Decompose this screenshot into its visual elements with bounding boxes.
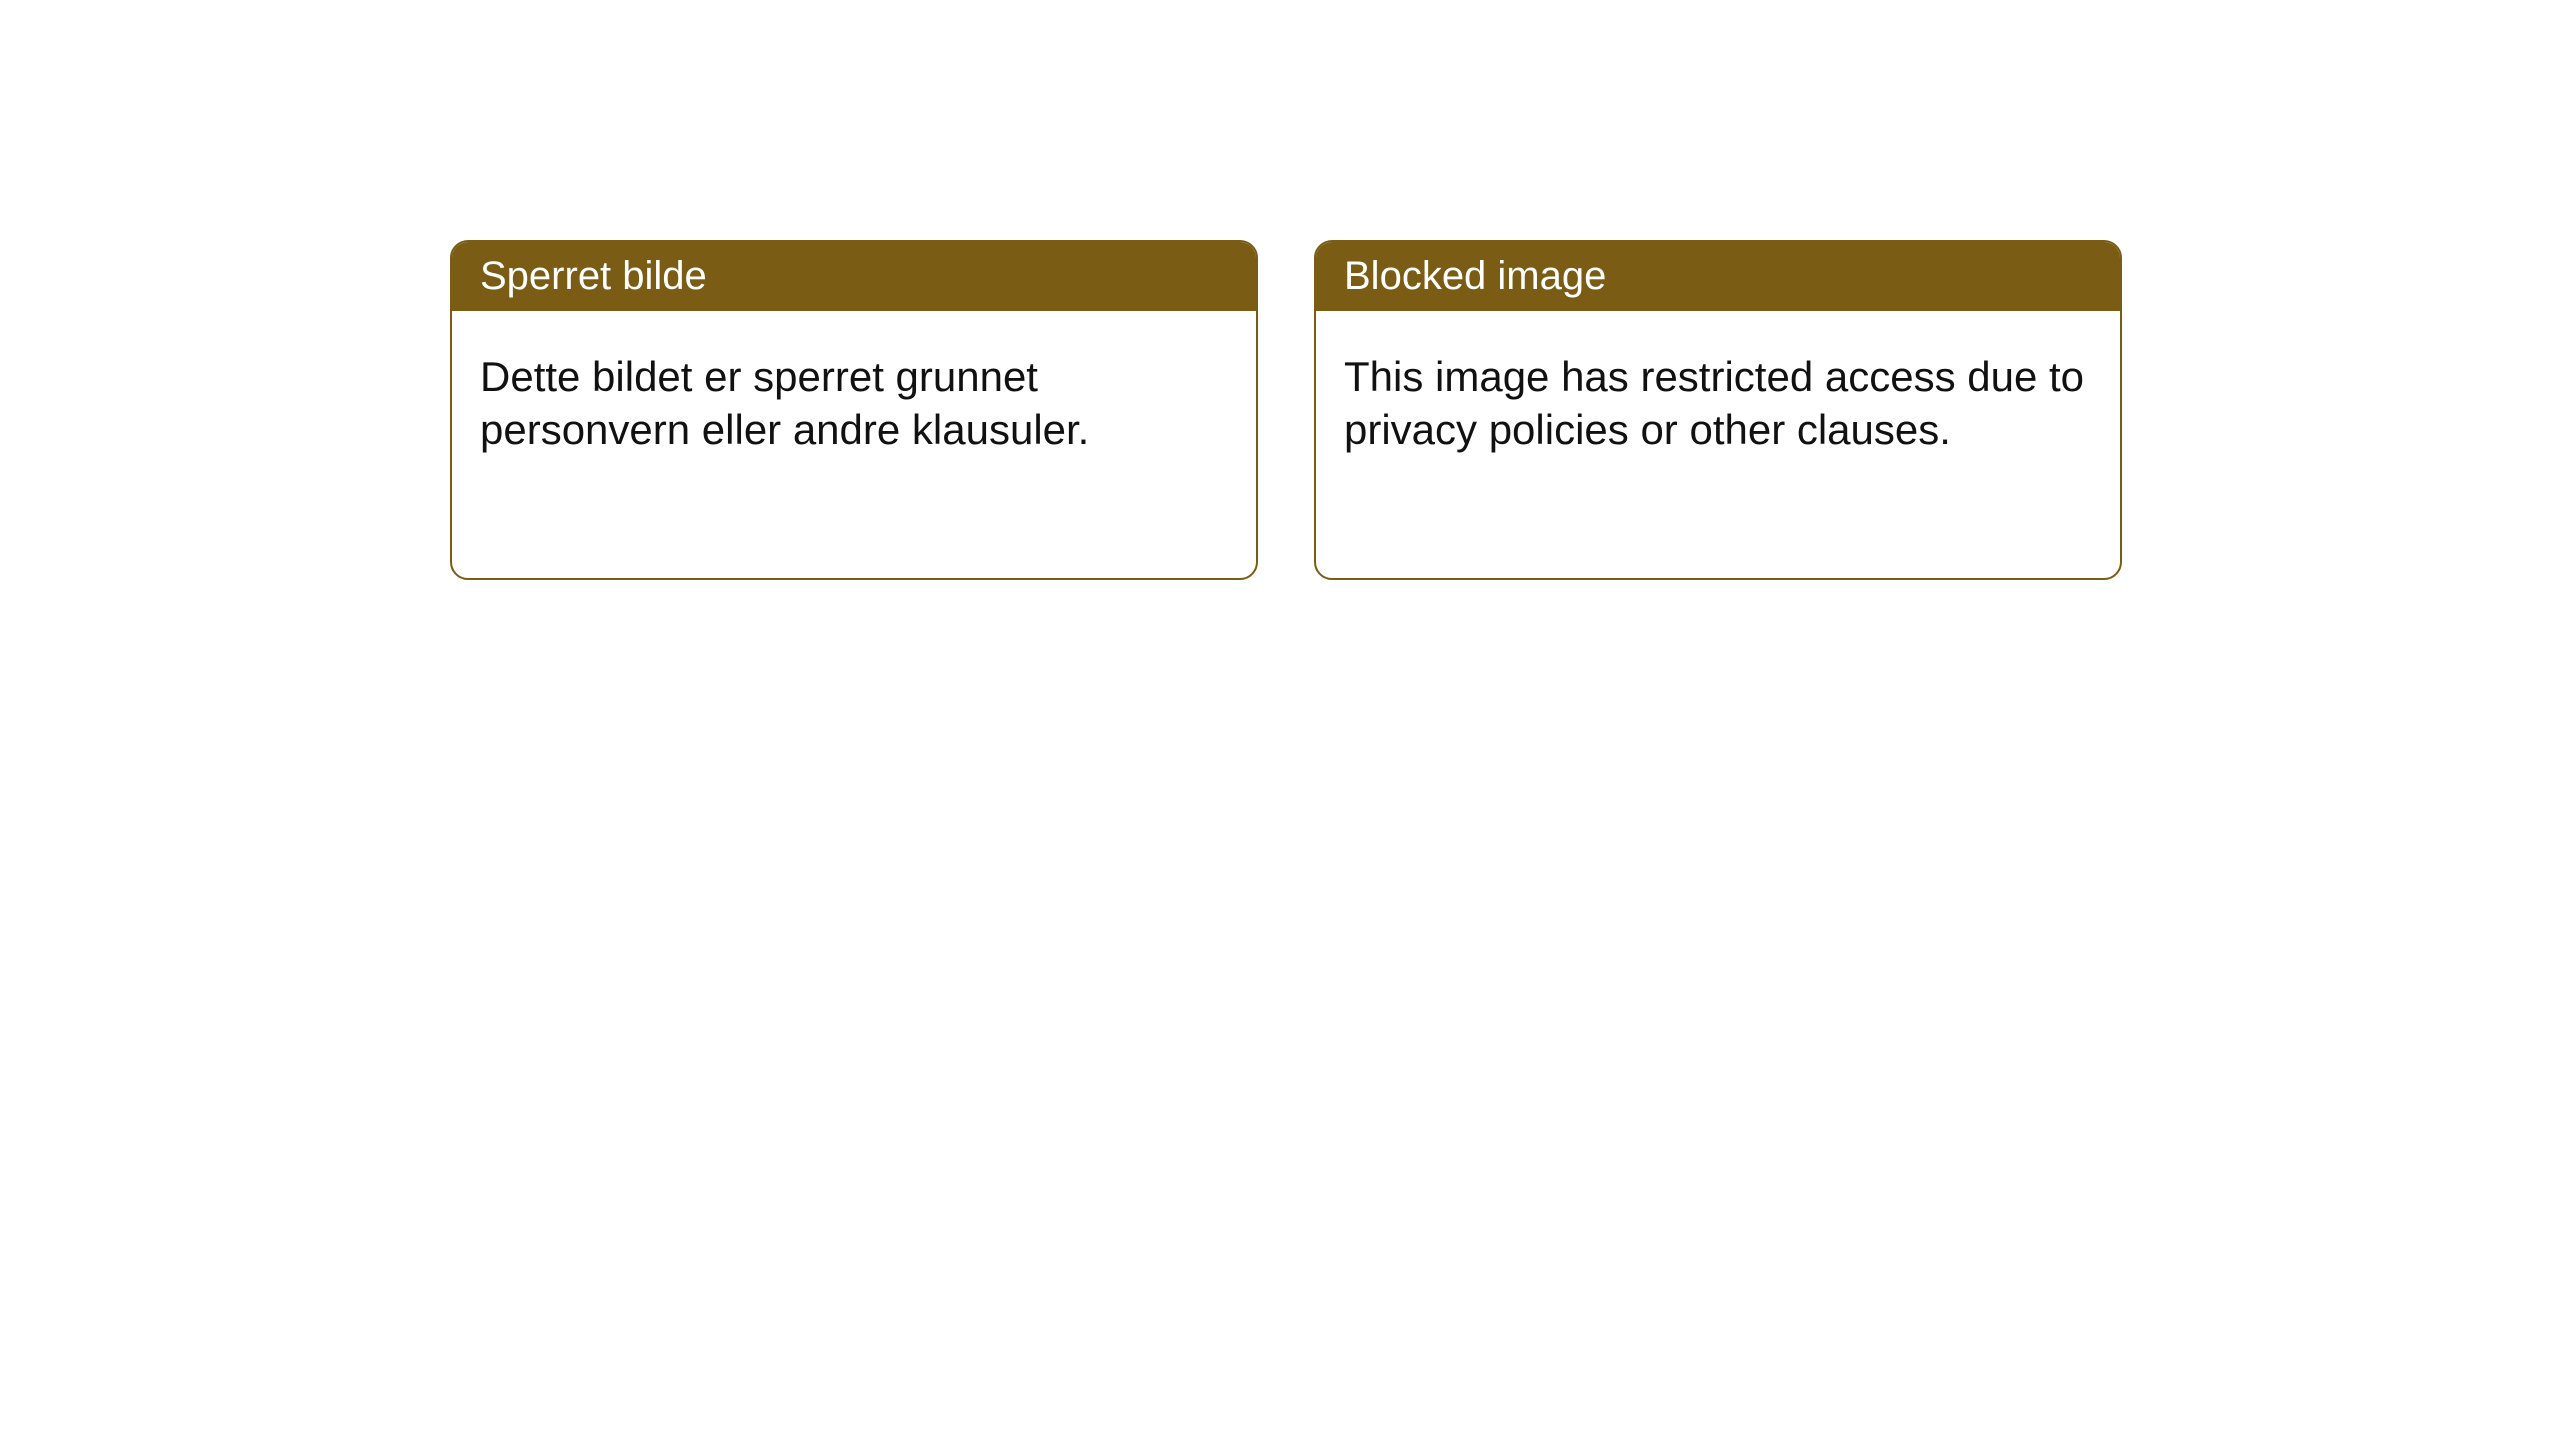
blocked-image-card-en: Blocked image This image has restricted … (1314, 240, 2122, 580)
card-title: Sperret bilde (480, 254, 707, 298)
cards-container: Sperret bilde Dette bildet er sperret gr… (450, 240, 2122, 580)
card-body-text: Dette bildet er sperret grunnet personve… (480, 353, 1089, 453)
card-header: Sperret bilde (452, 242, 1256, 311)
card-body-text: This image has restricted access due to … (1344, 353, 2084, 453)
blocked-image-card-no: Sperret bilde Dette bildet er sperret gr… (450, 240, 1258, 580)
card-title: Blocked image (1344, 254, 1606, 298)
card-header: Blocked image (1316, 242, 2120, 311)
card-body: This image has restricted access due to … (1316, 311, 2120, 484)
card-body: Dette bildet er sperret grunnet personve… (452, 311, 1256, 484)
